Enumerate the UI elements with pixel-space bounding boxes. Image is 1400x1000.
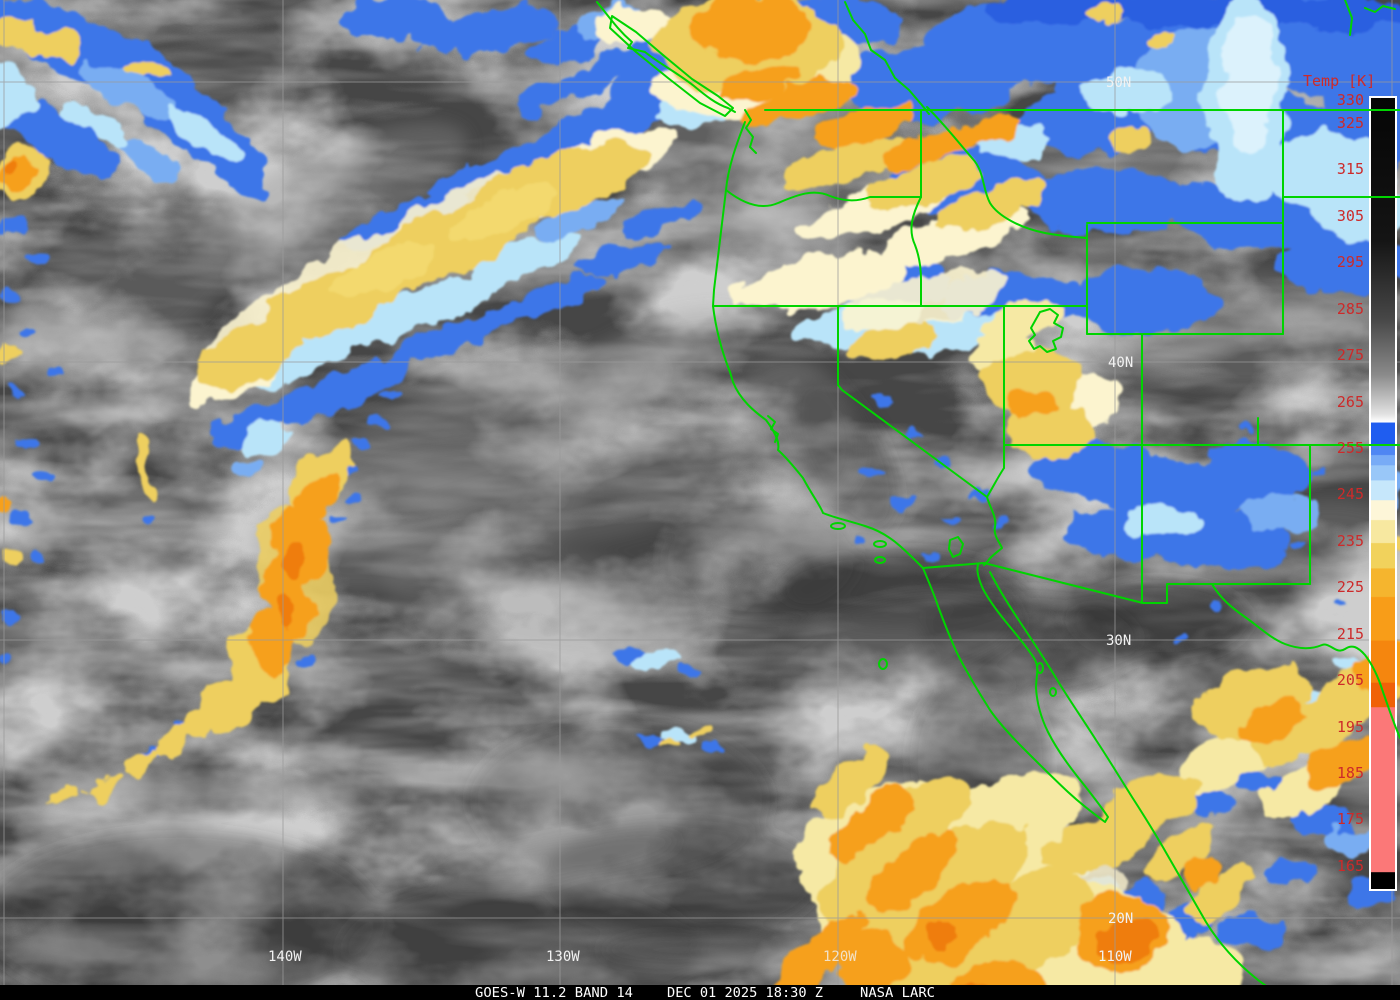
us-mexico-border [922, 562, 1213, 604]
bc-fjords [844, 1, 930, 115]
gulf-island-1 [1036, 662, 1044, 674]
caption-credit: NASA LARC [860, 985, 935, 1000]
colorado-river [983, 467, 1005, 566]
colorbar-title: Temp [K] [1303, 72, 1375, 90]
puget-sound [744, 109, 757, 154]
colorbar-tick-215: 215 [1337, 625, 1364, 643]
colorbar-tick-325: 325 [1337, 114, 1364, 132]
colorbar-tick-245: 245 [1337, 485, 1364, 503]
channel-island-3 [874, 556, 886, 564]
lat-label-50n: 50N [1106, 75, 1131, 91]
caption-datetime: DEC 01 2025 18:30 Z [667, 985, 823, 1000]
channel-island-1 [830, 522, 846, 530]
lat-label-40n: 40N [1108, 355, 1133, 371]
colorbar-tick-195: 195 [1337, 718, 1364, 736]
id-mt-border [926, 106, 1088, 239]
colorbar-tick-305: 305 [1337, 207, 1364, 225]
san-francisco-bay [767, 415, 779, 443]
canada-coast-top-right [1364, 5, 1396, 13]
guadalupe-island [878, 658, 888, 670]
colorbar-tick-265: 265 [1337, 393, 1364, 411]
colorbar-tick-285: 285 [1337, 300, 1364, 318]
great-salt-lake [1028, 308, 1064, 353]
caption-background [0, 985, 1400, 1000]
baja-california [922, 564, 1109, 823]
colorbar-tick-175: 175 [1337, 810, 1364, 828]
lat-label-30n: 30N [1106, 633, 1131, 649]
caption-bar: GOES-W 11.2 BAND 14 DEC 01 2025 18:30 Z … [0, 985, 1400, 1000]
ca-nv-border [837, 305, 988, 498]
bc-alberta-border [1344, 0, 1353, 36]
colorbar-tick-295: 295 [1337, 253, 1364, 271]
colorbar-tick-185: 185 [1337, 764, 1364, 782]
lon-label-140w: 140W [268, 949, 302, 965]
colorbar-tick-205: 205 [1337, 671, 1364, 689]
vancouver-island [609, 15, 734, 117]
mexico-mainland-coast [989, 571, 1289, 1000]
colorbar-tick-165: 165 [1337, 857, 1364, 875]
map-borders [596, 0, 1400, 1000]
lon-label-120w: 120W [823, 949, 857, 965]
colorbar-tick-315: 315 [1337, 160, 1364, 178]
coastline-british-columbia [596, 1, 736, 113]
coastline-west [712, 121, 924, 569]
caption-product: GOES-W 11.2 BAND 14 [475, 985, 633, 1000]
salton-sea [948, 536, 964, 558]
temperature-colorbar [1369, 96, 1397, 891]
or-id-border [910, 196, 922, 307]
rio-grande [1211, 583, 1400, 739]
colorbar-tick-275: 275 [1337, 346, 1364, 364]
lon-label-110w: 110W [1098, 949, 1132, 965]
colorbar-tick-235: 235 [1337, 532, 1364, 550]
colorbar-tick-255: 255 [1337, 439, 1364, 457]
colorbar-gradient [1369, 96, 1397, 891]
gulf-island-2 [1049, 687, 1057, 697]
wa-or-border [725, 189, 922, 208]
lon-label-130w: 130W [546, 949, 580, 965]
colorbar-tick-330: 330 [1337, 91, 1364, 109]
colorbar-labels: Temp [K] 330 325 315 305 295 285 275 265… [1303, 72, 1375, 875]
grid-labels: 50N 40N 30N 20N 140W 130W 120W 110W [268, 75, 1133, 965]
channel-island-2 [873, 540, 887, 548]
lat-label-20n: 20N [1108, 911, 1133, 927]
colorbar-tick-225: 225 [1337, 578, 1364, 596]
